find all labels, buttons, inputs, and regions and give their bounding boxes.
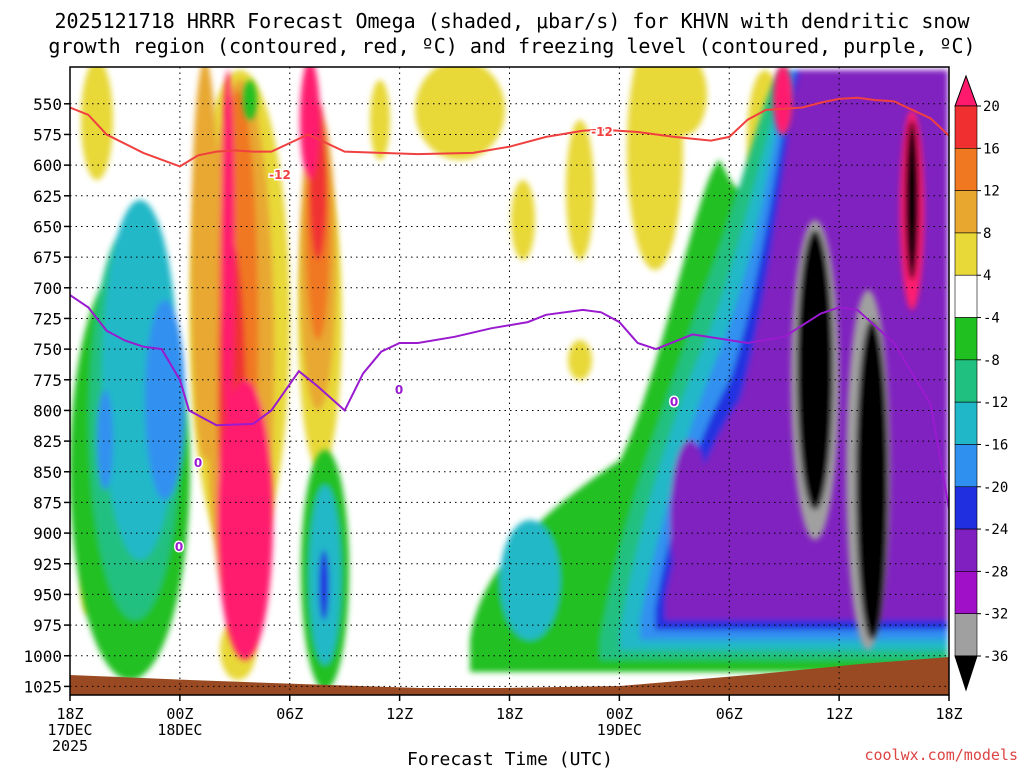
colorbar-label: 20 <box>983 99 1000 115</box>
x-axis-label: Forecast Time (UTC) <box>407 749 613 768</box>
colorbar-segment <box>954 274 978 318</box>
chart-title-line-2: growth region (contoured, red, ºC) and f… <box>48 34 975 58</box>
y-tick-label: 850 <box>33 463 62 482</box>
colorbar-segment <box>954 317 978 361</box>
x-tick-label: 06Z <box>276 705 303 723</box>
y-tick-label: 775 <box>33 371 62 390</box>
y-tick-label: 725 <box>33 309 62 328</box>
freezing-level-contour <box>70 294 949 509</box>
colorbar-segment <box>954 571 978 614</box>
y-tick-label: 675 <box>33 248 62 267</box>
y-tick-label: 750 <box>33 340 62 359</box>
colorbar-label: -32 <box>983 607 1008 623</box>
colorbar-label: -8 <box>983 353 1000 369</box>
colorbar-segment <box>954 359 978 403</box>
colorbar-label: -36 <box>983 649 1008 665</box>
y-axis: 550 575 600 625 650 675 700 725 750 775 800 825 850 8… <box>23 95 70 696</box>
x-tick-label: 12Z <box>386 705 413 723</box>
colorbar-top-arrow <box>954 74 978 107</box>
x-tick-label: 2025 <box>52 737 88 755</box>
x-tick-label: 18Z <box>935 705 962 723</box>
y-tick-label: 550 <box>33 95 62 114</box>
colorbar-segment <box>954 486 978 530</box>
colorbar-segment <box>954 444 978 488</box>
terrain-surface <box>70 657 949 695</box>
y-tick-label: 700 <box>33 279 62 298</box>
freezing-contour-label: 0 <box>175 540 183 554</box>
x-tick-label: 12Z <box>826 705 853 723</box>
colorbar-segment <box>954 232 978 276</box>
omega-strongest-cores <box>773 67 924 650</box>
x-tick-label: 17DEC <box>47 721 92 739</box>
colorbar-label: -4 <box>983 311 1000 327</box>
y-tick-label: 925 <box>33 555 62 574</box>
y-tick-label: 650 <box>33 217 62 236</box>
colorbar-bottom-arrow <box>954 655 978 692</box>
omega-negative-left <box>70 80 349 690</box>
colorbar: 20 16 12 8 4 -4 -8 -12 -16 -20 -24 -28 -32 -36 <box>954 74 1008 692</box>
x-tick-label: 00Z <box>606 705 633 723</box>
contour-layer: -12 -12 0 0 0 0 <box>70 96 949 556</box>
colorbar-segment <box>954 613 978 657</box>
colorbar-segment <box>954 148 978 191</box>
x-tick-label: 18Z <box>56 705 83 723</box>
y-tick-label: 1025 <box>23 677 62 696</box>
freezing-contour-label: 0 <box>194 456 202 470</box>
y-tick-label: 600 <box>33 156 62 175</box>
y-tick-label: 875 <box>33 493 62 512</box>
colorbar-label: 12 <box>983 184 1000 200</box>
x-tick-label: 18Z <box>496 705 523 723</box>
y-tick-label: 625 <box>33 187 62 206</box>
colorbar-label: -12 <box>983 395 1008 411</box>
chart-title-line-1: 2025121718 HRRR Forecast Omega (shaded, … <box>54 9 970 33</box>
x-tick-label: 18DEC <box>157 721 202 739</box>
y-tick-label: 800 <box>33 401 62 420</box>
colorbar-label: 16 <box>983 141 1000 157</box>
dgz-contour-label: -12 <box>591 125 613 139</box>
x-tick-label: 00Z <box>166 705 193 723</box>
freezing-contour-label: 0 <box>670 395 678 409</box>
colorbar-segment <box>954 105 978 149</box>
colorbar-label: -16 <box>983 437 1008 453</box>
omega-shading <box>70 67 948 690</box>
y-tick-label: 975 <box>33 616 62 635</box>
y-tick-label: 1000 <box>23 647 62 666</box>
x-tick-label: 06Z <box>716 705 743 723</box>
x-tick-label: 19DEC <box>597 721 642 739</box>
colorbar-segment <box>954 528 978 572</box>
y-tick-label: 575 <box>33 125 62 144</box>
colorbar-label: 8 <box>983 226 991 242</box>
y-tick-label: 950 <box>33 585 62 604</box>
credit-text[interactable]: coolwx.com/models <box>864 746 1018 764</box>
colorbar-label: 4 <box>983 268 991 284</box>
omega-positive-mid <box>191 67 336 660</box>
y-tick-label: 825 <box>33 432 62 451</box>
dgz-contour-label: -12 <box>269 168 291 182</box>
freezing-contour-label: 0 <box>395 383 403 397</box>
colorbar-label: -28 <box>983 564 1008 580</box>
dendritic-growth-contour <box>70 96 949 168</box>
colorbar-label: -24 <box>983 522 1008 538</box>
colorbar-segment <box>954 190 978 234</box>
y-tick-label: 900 <box>33 524 62 543</box>
colorbar-segment <box>954 401 978 445</box>
colorbar-label: -20 <box>983 480 1008 496</box>
